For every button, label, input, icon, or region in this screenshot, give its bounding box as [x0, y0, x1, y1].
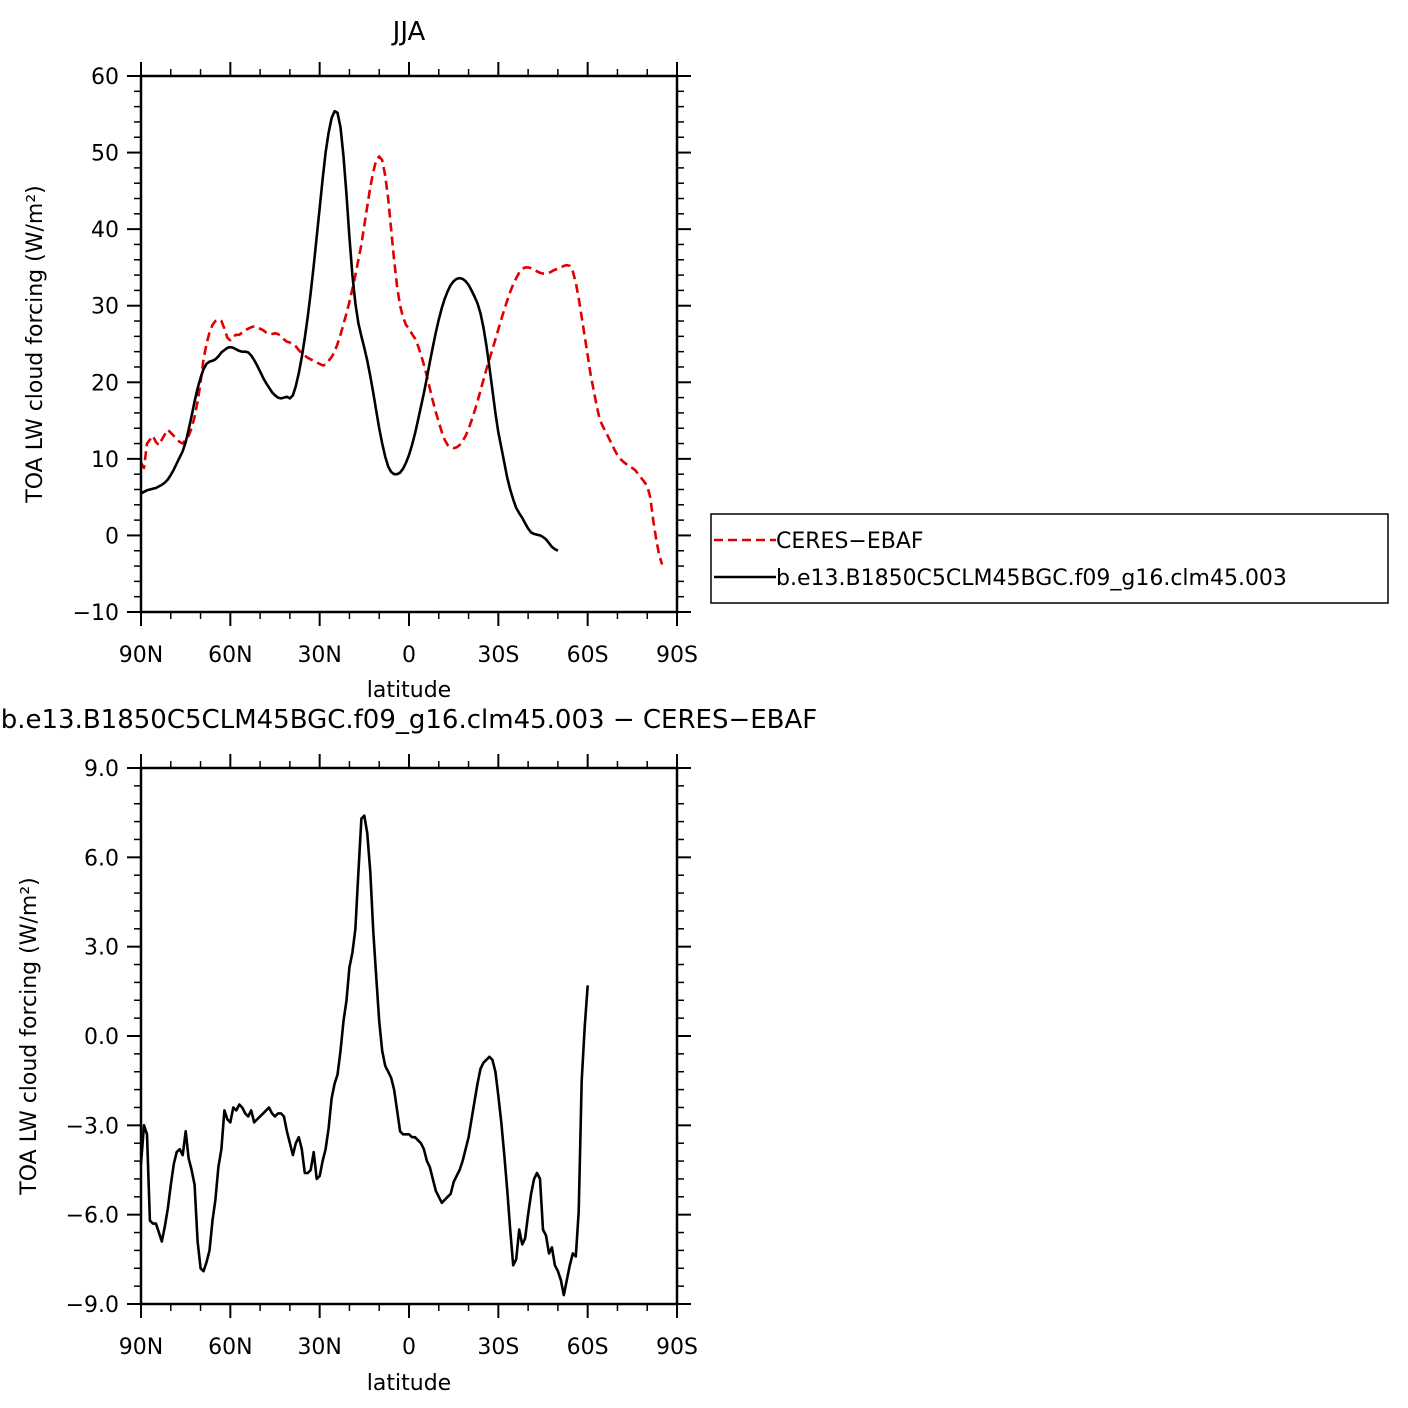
x-tick-label: 0	[402, 1335, 416, 1360]
x-tick-label: 90N	[119, 1335, 163, 1360]
y-tick-label: −6.0	[66, 1204, 119, 1229]
top-x-tick-labels: 90N 60N 30N 0 30S 60S 90S	[119, 643, 698, 668]
legend-label-model: b.e13.B1850C5CLM45BGC.f09_g16.clm45.003	[776, 566, 1287, 591]
y-tick-label: 60	[91, 65, 119, 90]
legend: CERES−EBAF b.e13.B1850C5CLM45BGC.f09_g16…	[710, 513, 1389, 604]
top-series-group	[139, 109, 664, 565]
x-tick-label: 30S	[477, 1335, 519, 1360]
x-tick-label: 90N	[119, 643, 163, 668]
top-chart-title: JJA	[391, 17, 426, 47]
y-tick-label: −3.0	[66, 1114, 119, 1139]
legend-label-ceres: CERES−EBAF	[776, 529, 924, 554]
x-tick-label: 60S	[567, 1335, 609, 1360]
bottom-series-group	[139, 814, 589, 1297]
y-tick-label: −9.0	[66, 1293, 119, 1318]
y-tick-label: 9.0	[84, 757, 119, 782]
x-tick-label: 30N	[297, 1335, 341, 1360]
bottom-plot-frame	[139, 766, 679, 1306]
y-tick-label: 20	[91, 371, 119, 396]
y-tick-label: 6.0	[84, 846, 119, 871]
top-panel: JJA −10 0 10 20 30 40 50 60 90N 60N 30N 0 30S 60S 90S…	[23, 17, 698, 703]
bottom-y-tick-labels: −9.0 −6.0 −3.0 0.0 3.0 6.0 9.0	[66, 757, 119, 1318]
x-tick-label: 30N	[297, 643, 341, 668]
bottom-y-axis-title: TOA LW cloud forcing (W/m²)	[17, 877, 42, 1195]
x-tick-label: 0	[402, 643, 416, 668]
y-tick-label: 0.0	[84, 1025, 119, 1050]
bottom-x-tick-labels: 90N 60N 30N 0 30S 60S 90S	[119, 1335, 698, 1360]
x-tick-label: 60N	[208, 1335, 252, 1360]
y-tick-label: 0	[105, 524, 119, 549]
x-tick-label: 30S	[477, 643, 519, 668]
y-tick-label: −10	[73, 601, 119, 626]
y-tick-label: 30	[91, 295, 119, 320]
top-axis-ticks	[127, 62, 691, 626]
legend-box	[710, 513, 1389, 604]
y-tick-label: 10	[91, 448, 119, 473]
bottom-x-axis-title: latitude	[367, 1371, 451, 1396]
y-tick-label: 40	[91, 218, 119, 243]
top-y-tick-labels: −10 0 10 20 30 40 50 60	[73, 65, 119, 626]
x-tick-label: 90S	[656, 1335, 698, 1360]
y-tick-label: 50	[91, 142, 119, 167]
series-line-model	[140, 109, 559, 552]
x-tick-label: 60S	[567, 643, 609, 668]
y-tick-label: 3.0	[84, 936, 119, 961]
x-tick-label: 60N	[208, 643, 252, 668]
series-line-difference	[139, 814, 589, 1297]
x-tick-label: 90S	[656, 643, 698, 668]
top-y-axis-title: TOA LW cloud forcing (W/m²)	[23, 185, 48, 503]
bottom-panel: b.e13.B1850C5CLM45BGC.f09_g16.clm45.003 …	[1, 705, 818, 1396]
top-plot-frame	[139, 74, 679, 614]
top-x-axis-title: latitude	[367, 678, 451, 703]
series-line-ceres-ebaf	[139, 155, 664, 565]
bottom-chart-title: b.e13.B1850C5CLM45BGC.f09_g16.clm45.003 …	[1, 705, 818, 735]
